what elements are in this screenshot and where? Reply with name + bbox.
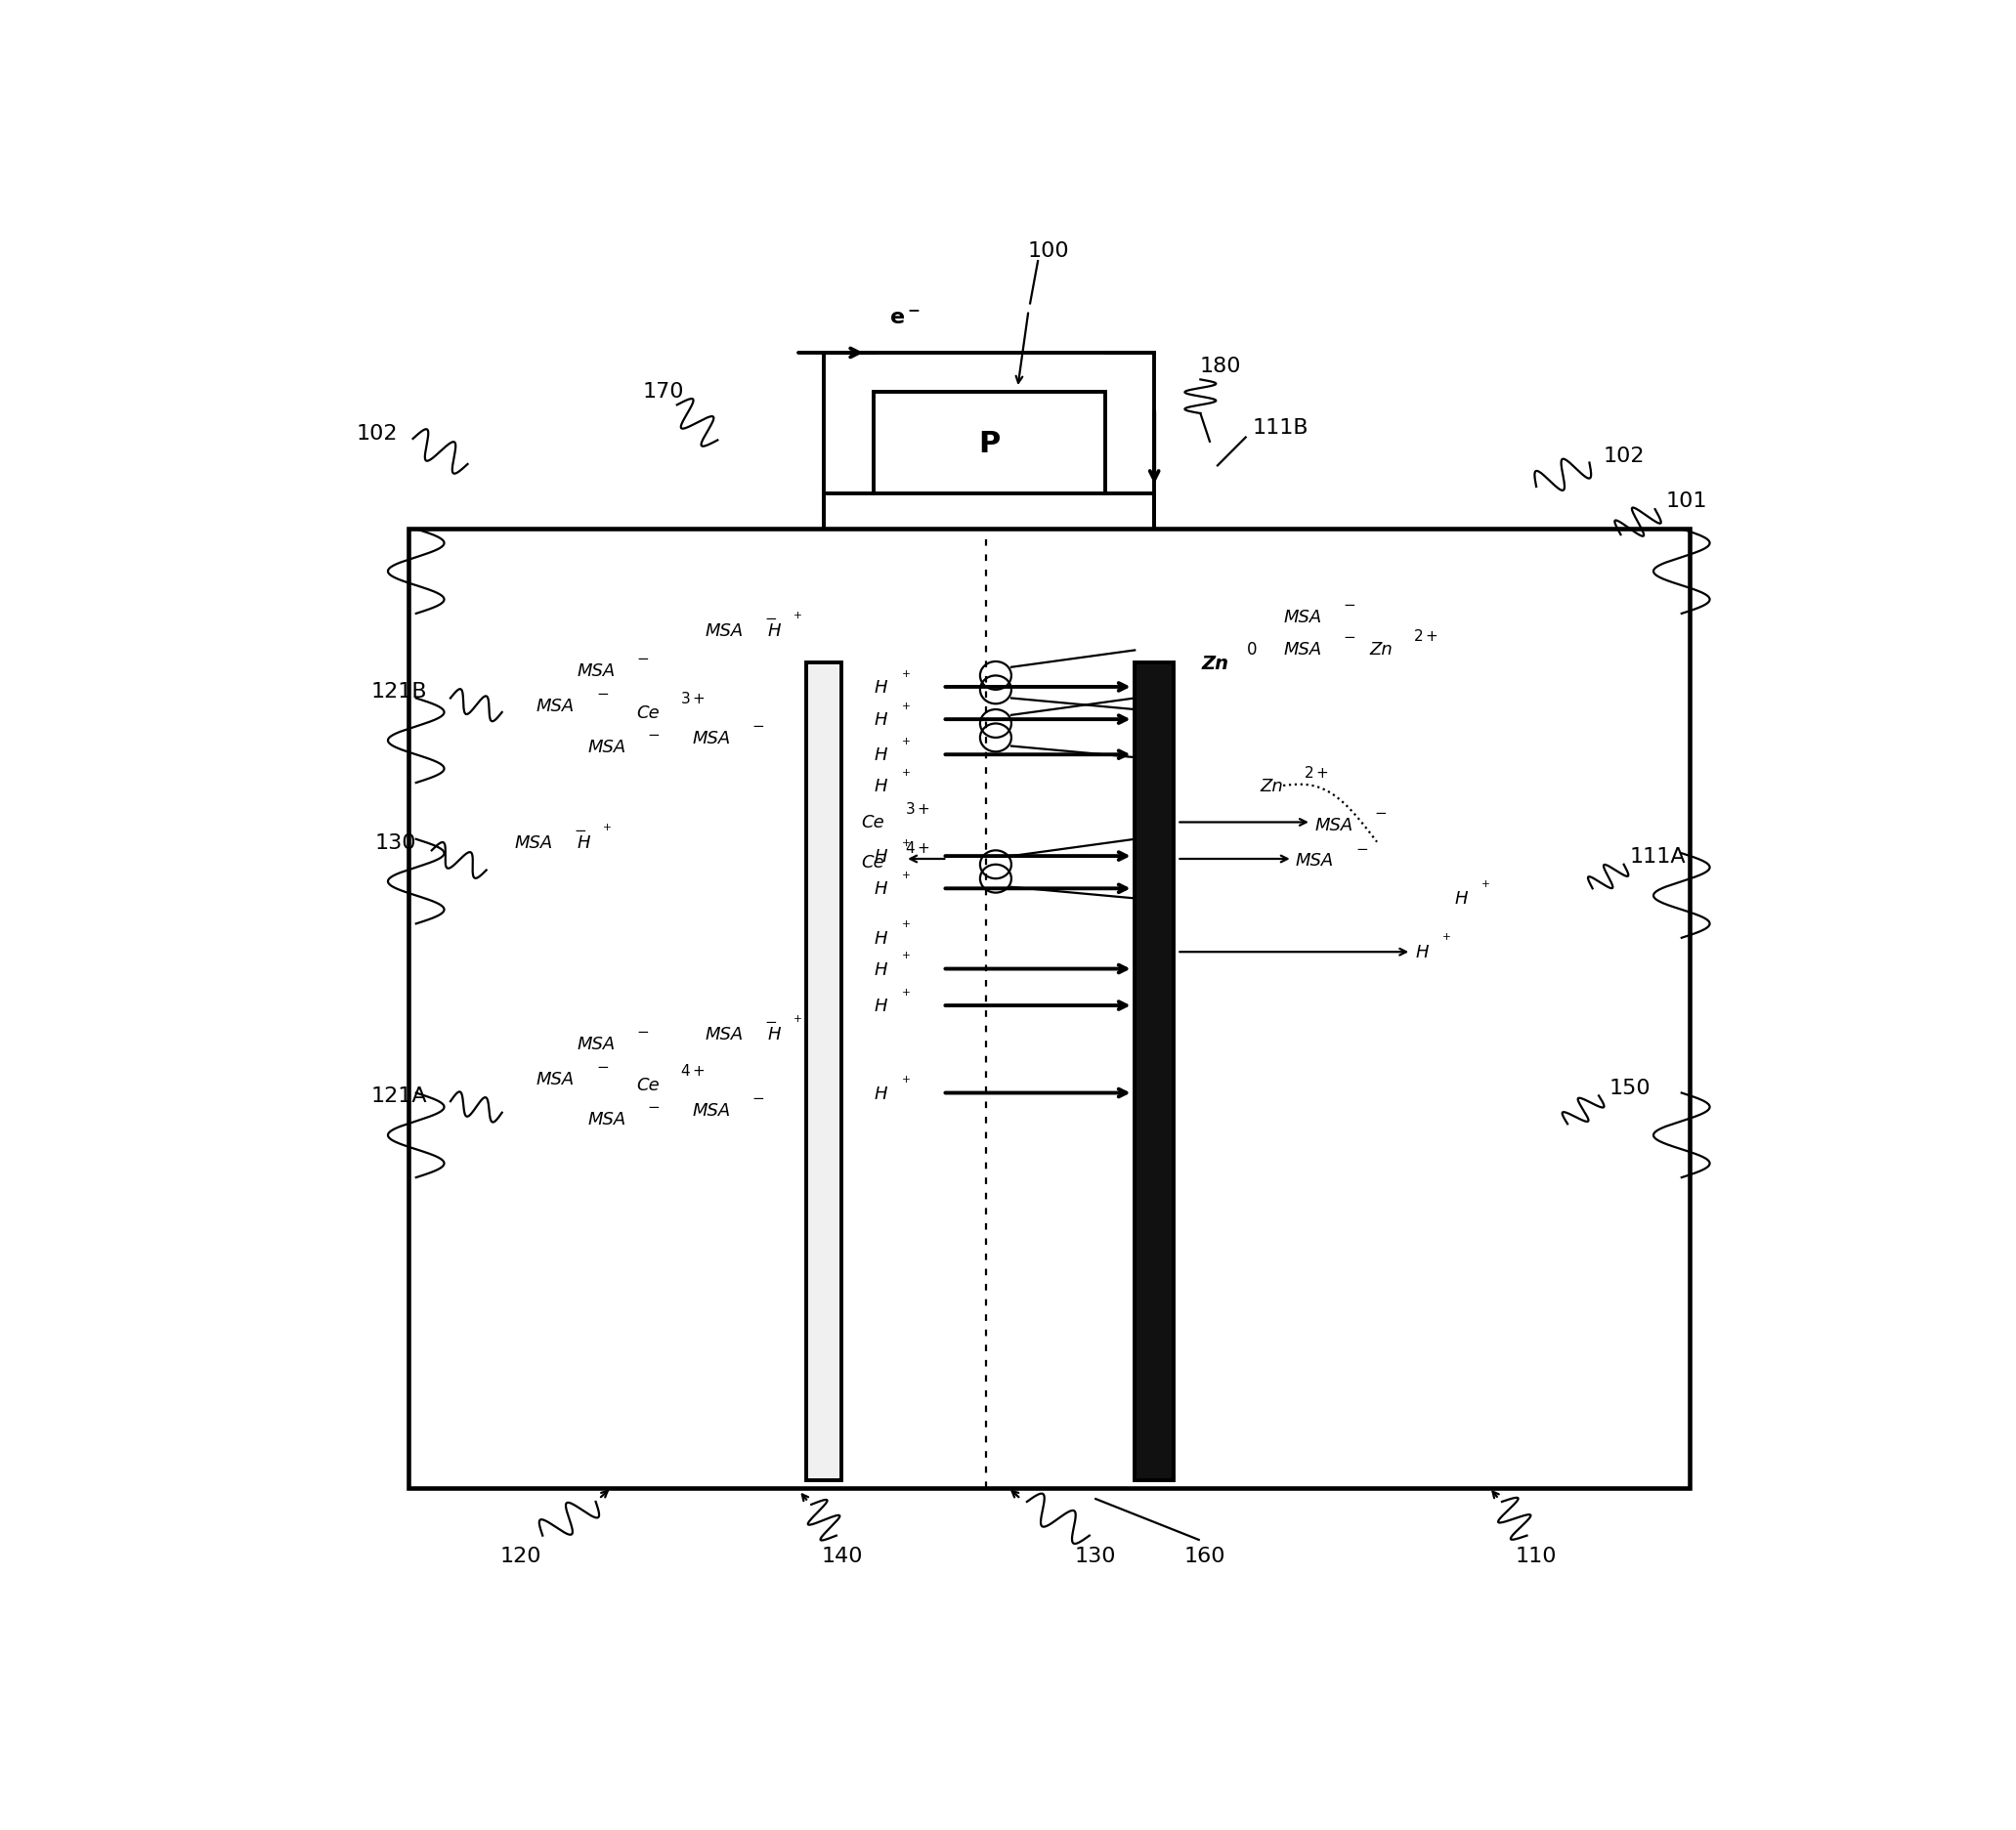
- Text: $-$: $-$: [597, 1058, 609, 1072]
- Text: $0$: $0$: [1246, 640, 1256, 659]
- Text: ${4+}$: ${4+}$: [679, 1063, 706, 1078]
- Text: $^+$: $^+$: [899, 668, 911, 683]
- Text: MSA: MSA: [694, 730, 732, 747]
- Text: $^+$: $^+$: [899, 920, 911, 935]
- Text: H: H: [873, 880, 887, 899]
- Text: 111B: 111B: [1252, 419, 1308, 437]
- Text: $-$: $-$: [752, 717, 764, 732]
- Text: P: P: [978, 430, 1000, 458]
- Text: 102: 102: [357, 425, 397, 443]
- Text: H: H: [873, 997, 887, 1014]
- Text: MSA: MSA: [514, 834, 552, 851]
- Text: 120: 120: [500, 1546, 542, 1565]
- Text: MSA: MSA: [1296, 853, 1335, 869]
- Text: H: H: [1415, 944, 1429, 961]
- Text: $-$: $-$: [637, 1023, 649, 1038]
- Text: 130: 130: [375, 833, 417, 853]
- Text: H: H: [873, 847, 887, 866]
- Text: Zn: Zn: [1369, 640, 1393, 659]
- Text: H: H: [768, 622, 780, 640]
- Text: ${3+}$: ${3+}$: [905, 802, 929, 816]
- Bar: [806, 664, 841, 1480]
- Text: H: H: [873, 778, 887, 794]
- Text: $^+$: $^+$: [899, 871, 911, 886]
- Bar: [873, 393, 1105, 494]
- Text: $^+$: $^+$: [790, 611, 802, 626]
- Text: $-$: $-$: [647, 725, 659, 739]
- Text: MSA: MSA: [706, 1025, 744, 1043]
- Text: 180: 180: [1200, 357, 1242, 375]
- Text: 121A: 121A: [371, 1087, 427, 1105]
- Bar: [409, 529, 1689, 1488]
- Text: ${2+}$: ${2+}$: [1413, 628, 1437, 642]
- Text: $^+$: $^+$: [899, 736, 911, 750]
- Text: MSA: MSA: [577, 1036, 615, 1052]
- Text: H: H: [873, 679, 887, 695]
- Text: 150: 150: [1609, 1078, 1651, 1098]
- Text: 102: 102: [1603, 447, 1645, 467]
- Text: $-$: $-$: [1355, 840, 1369, 855]
- Text: Ce: Ce: [861, 814, 885, 831]
- Text: $-$: $-$: [1373, 803, 1387, 818]
- Text: MSA: MSA: [577, 662, 615, 679]
- Text: $^+$: $^+$: [601, 822, 613, 836]
- Text: MSA: MSA: [536, 1071, 575, 1089]
- Text: H: H: [577, 834, 591, 851]
- Text: 101: 101: [1665, 492, 1708, 511]
- Text: H: H: [873, 712, 887, 728]
- Text: ${4+}$: ${4+}$: [905, 840, 929, 856]
- Text: 100: 100: [1028, 242, 1070, 260]
- Text: Zn: Zn: [1260, 778, 1282, 794]
- Text: ${2+}$: ${2+}$: [1304, 765, 1329, 780]
- Text: H: H: [768, 1025, 780, 1043]
- Text: $-$: $-$: [647, 1098, 659, 1113]
- Text: $-$: $-$: [764, 609, 778, 624]
- Text: MSA: MSA: [589, 1109, 627, 1127]
- Text: $-$: $-$: [1343, 628, 1355, 642]
- Text: H: H: [873, 961, 887, 977]
- Text: MSA: MSA: [706, 622, 744, 640]
- Text: Zn: Zn: [1202, 653, 1230, 673]
- Text: H: H: [873, 930, 887, 948]
- Text: 140: 140: [823, 1546, 863, 1565]
- Text: MSA: MSA: [589, 737, 627, 756]
- Text: $^+$: $^+$: [899, 1074, 911, 1089]
- Text: 121B: 121B: [371, 683, 427, 701]
- Bar: [1135, 664, 1173, 1480]
- Text: $-$: $-$: [752, 1089, 764, 1103]
- Text: H: H: [873, 747, 887, 763]
- Text: 160: 160: [1183, 1546, 1226, 1565]
- Text: MSA: MSA: [1284, 640, 1322, 659]
- Text: $^+$: $^+$: [899, 701, 911, 716]
- Text: $-$: $-$: [575, 822, 587, 836]
- Text: $-$: $-$: [637, 650, 649, 664]
- Text: H: H: [1456, 889, 1468, 908]
- Text: MSA: MSA: [536, 697, 575, 714]
- Text: $^+$: $^+$: [1439, 931, 1452, 946]
- Text: $-$: $-$: [764, 1012, 778, 1027]
- Text: MSA: MSA: [694, 1102, 732, 1118]
- Text: Ce: Ce: [637, 1076, 659, 1094]
- Text: 130: 130: [1075, 1546, 1117, 1565]
- Text: Ce: Ce: [861, 853, 885, 871]
- Text: $^+$: $^+$: [899, 838, 911, 853]
- Text: $^+$: $^+$: [790, 1014, 802, 1028]
- Text: $\mathbf{e^-}$: $\mathbf{e^-}$: [889, 309, 921, 328]
- Text: 110: 110: [1516, 1546, 1556, 1565]
- Text: $-$: $-$: [597, 684, 609, 699]
- Text: $^+$: $^+$: [899, 950, 911, 964]
- Text: $-$: $-$: [1343, 595, 1355, 609]
- Text: MSA: MSA: [1314, 816, 1353, 834]
- Text: Ce: Ce: [637, 705, 659, 721]
- Text: 111A: 111A: [1631, 847, 1685, 866]
- Text: $^+$: $^+$: [899, 767, 911, 781]
- Text: $^+$: $^+$: [1478, 878, 1490, 893]
- Text: H: H: [873, 1085, 887, 1102]
- Text: MSA: MSA: [1284, 608, 1322, 626]
- Text: $^+$: $^+$: [899, 986, 911, 1003]
- Text: 170: 170: [643, 382, 683, 401]
- Text: ${3+}$: ${3+}$: [679, 692, 706, 706]
